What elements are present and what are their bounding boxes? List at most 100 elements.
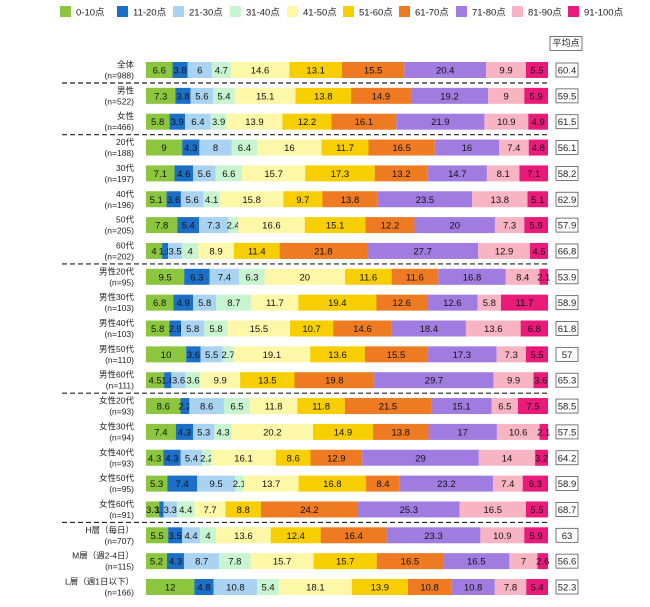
bar-segment	[146, 372, 165, 389]
segment-label: 17.3	[331, 169, 350, 180]
bar-segment	[428, 423, 497, 440]
row-label: 女性20代	[99, 396, 134, 406]
bar-segment	[199, 139, 232, 156]
avg-value: 65.3	[558, 376, 577, 387]
segment-label: 11.6	[406, 272, 424, 283]
row-n: (n=522)	[104, 96, 134, 106]
segment-label: 4.3	[216, 427, 229, 438]
segment-label: 5.5	[530, 350, 543, 361]
segment-label: 9.5	[209, 479, 222, 490]
bar-segment	[527, 191, 548, 208]
segment-label: 4	[151, 246, 156, 257]
avg-value: 61.8	[558, 324, 577, 335]
segment-label: 15.7	[273, 557, 292, 568]
bar-segment	[465, 320, 521, 337]
avg-value: 58.9	[558, 479, 577, 490]
bar-segment	[242, 165, 306, 182]
segment-label: 8.6	[200, 402, 213, 413]
bar-segment	[525, 501, 548, 518]
segment-label: 9.5	[158, 272, 171, 283]
segment-label: 3.5	[168, 246, 181, 257]
legend-swatch-6	[399, 6, 410, 17]
bar-segment	[146, 320, 170, 337]
bar-segment	[524, 527, 548, 544]
segment-label: 13.7	[262, 479, 281, 490]
segment-label: 8.9	[209, 246, 222, 257]
bar-segment	[524, 217, 548, 234]
bar-segment	[200, 346, 223, 363]
bar-segment	[166, 191, 181, 208]
bar-segment	[290, 320, 334, 337]
segment-label: 5.8	[209, 324, 222, 335]
segment-label: 6.8	[153, 298, 166, 309]
segment-label: 16.8	[323, 479, 342, 490]
segment-label: 9	[504, 91, 509, 102]
segment-label: 3.8	[174, 66, 187, 77]
avg-value: 57.9	[558, 221, 577, 232]
bar-segment	[222, 346, 234, 363]
bar-segment	[233, 242, 280, 259]
legend-label-8: 81-90点	[528, 8, 562, 19]
bar-segment	[494, 579, 527, 595]
segment-label: 13.9	[245, 117, 264, 128]
segment-label: 24.2	[300, 505, 319, 516]
row-label: L層（週1日以下）	[65, 577, 134, 587]
segment-label: 6.8	[528, 324, 541, 335]
bar-segment	[289, 62, 342, 78]
segment-label: 21.9	[431, 117, 450, 128]
bar-segment	[278, 579, 352, 595]
bar-row: 男性40代(n=103) 5.8 2.9 5.8 5.8 15.5 10.7 14.6 18.4…	[99, 318, 579, 339]
segment-label: 3.2	[535, 453, 548, 464]
bar-segment	[211, 62, 231, 78]
segment-label: 17.3	[453, 350, 472, 361]
segment-label: 14.6	[251, 66, 270, 77]
row-label: 男性30代	[99, 292, 134, 302]
bar-segment	[193, 423, 215, 440]
bar-segment	[182, 527, 200, 544]
segment-label: 4	[187, 246, 192, 257]
bar-row: 女性50代(n=95) 5.3 7.4 9.5 2.1 13.7 16.8 8.4 23.2 7.…	[99, 473, 579, 494]
segment-label: 13.8	[314, 91, 333, 102]
bar-segment	[310, 346, 365, 363]
segment-label: 7	[521, 557, 526, 568]
segment-label: 2.9	[169, 324, 182, 335]
segment-label: 13.6	[328, 350, 347, 361]
bar-rows: 全体(n=988) 6.6 3.8 6 4.7 14.6 13.1 15.5 20.4 9.9 5.…	[62, 60, 579, 598]
row-label: 20代	[116, 137, 134, 147]
segment-label: 10.8	[226, 583, 245, 594]
avg-value: 63	[562, 531, 573, 542]
bar-segment	[404, 62, 487, 78]
bar-row: 女性30代(n=94) 7.4 4.3 5.3 4.3 20.2 14.9 13.8 17 10.…	[99, 421, 579, 442]
bar-segment	[539, 268, 548, 285]
bar-row: 全体(n=988) 6.6 3.8 6 4.7 14.6 13.1 15.5 20.4 9.9 5.…	[104, 60, 579, 81]
segment-label: 5.3	[150, 479, 163, 490]
segment-label: 4.3	[184, 143, 197, 154]
segment-label: 3.9	[212, 117, 225, 128]
bar-segment	[180, 191, 204, 208]
segment-label: 3.9	[171, 117, 184, 128]
bar-segment	[279, 242, 368, 259]
segment-label: 5.4	[182, 221, 195, 232]
segment-label: 11.7	[266, 298, 284, 309]
row-label: 男性60代	[99, 370, 134, 380]
bar-segment	[522, 475, 548, 492]
bar-segment	[396, 113, 485, 130]
row-label: 女性30代	[99, 421, 134, 431]
segment-label: 8.4	[376, 479, 389, 490]
segment-label: 13.6	[234, 531, 253, 542]
legend-swatch-8	[512, 6, 523, 17]
segment-label: 6.3	[245, 272, 258, 283]
bar-segment	[344, 398, 432, 415]
avg-value: 56.6	[558, 557, 577, 568]
segment-label: 4.9	[177, 298, 190, 309]
bar-segment	[529, 242, 548, 259]
row-label: 30代	[116, 163, 134, 173]
bar-segment	[216, 294, 252, 311]
avg-value: 61.5	[558, 117, 577, 128]
segment-label: 4.3	[148, 453, 161, 464]
bar-segment	[146, 217, 178, 234]
row-label: M層（週2-4日）	[72, 551, 134, 561]
segment-label: 10	[161, 350, 172, 361]
segment-label: 3.6	[187, 350, 200, 361]
bar-segment	[163, 501, 177, 518]
